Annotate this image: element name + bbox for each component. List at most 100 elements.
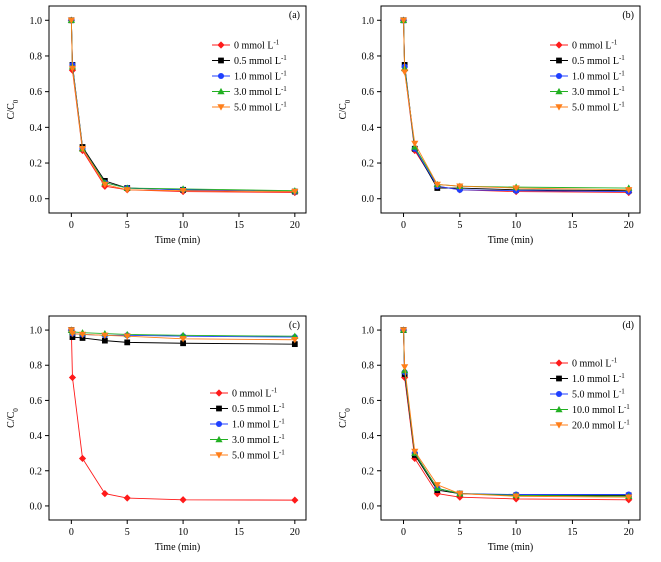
data-point [180,340,186,347]
chart-panel-a: 0 5 10 15 20 0.0 0.2 0.4 0.6 0.8 1.0 Time (min) C/C0… [6,5,307,246]
legend-marker [217,104,225,111]
y-tick-label: 1.0 [30,326,43,337]
series-4 [67,17,299,196]
data-point [401,364,409,371]
y-tick-label: 0.4 [30,123,43,134]
data-point [512,185,520,192]
data-point [411,140,419,148]
legend-marker [217,41,225,49]
x-tick-label: 20 [624,220,634,231]
data-point [179,496,187,504]
y-tick-label: 0.0 [30,194,43,205]
legend-marker [555,359,563,367]
x-tick-label: 5 [125,220,130,231]
data-point [101,332,109,339]
x-tick-label: 0 [69,527,74,538]
plot-frame [48,5,307,214]
legend-label: 1.0 mmol L-1 [234,70,287,83]
legend-label: 0.5 mmol L-1 [234,54,287,67]
panel-label: (c) [289,320,300,331]
legend-marker [556,375,562,382]
data-point [291,337,299,344]
legend-label: 3.0 mmol L-1 [232,433,285,446]
y-axis-title: C/C0 [6,408,20,428]
y-tick-label: 0.4 [362,123,375,134]
data-point [123,187,131,194]
y-tick-label: 0.0 [30,501,43,512]
data-point [433,181,441,189]
plot-frame [380,5,641,214]
x-tick-label: 0 [401,527,406,538]
legend-label: 1.0 mmol L-1 [572,372,625,385]
x-tick-label: 15 [234,220,244,231]
x-axis-title: Time (min) [155,235,200,246]
x-axis-title: Time (min) [488,542,533,553]
legend-label: 0 mmol L-1 [572,39,618,52]
legend-label: 10.0 mmol L-1 [572,403,630,416]
x-tick-label: 5 [457,527,462,538]
data-point [291,188,299,196]
data-point [78,454,87,463]
data-point [68,330,77,338]
data-point [456,183,464,190]
x-axis-title: Time (min) [155,542,200,553]
data-point [123,494,131,502]
legend-label: 3.0 mmol L-1 [572,85,625,98]
y-tick-label: 0.6 [362,396,375,407]
legend: 0 mmol L-1 0.5 mmol L-1 1.0 mmol L-1 3.0 mm… [210,387,285,462]
data-point [401,69,409,76]
y-tick-label: 0.4 [30,431,43,442]
series-4 [399,17,633,194]
x-tick-label: 15 [567,220,577,231]
data-point [456,490,464,498]
legend-marker [215,435,223,443]
x-tick-label: 10 [511,527,521,538]
data-point [179,187,187,195]
y-tick-label: 0.0 [362,501,375,512]
legend-marker [555,405,563,413]
y-tick-label: 0.8 [362,51,375,62]
y-tick-label: 0.2 [30,159,43,170]
legend-label: 1.0 mmol L-1 [572,70,625,83]
data-point [78,146,87,153]
plot-frame [48,315,307,521]
y-axis-title: C/C0 [338,408,352,428]
x-axis-title: Time (min) [488,235,533,246]
data-point [291,341,298,348]
legend-marker [556,57,562,64]
legend-marker [555,422,563,429]
legend-label: 3.0 mmol L-1 [234,85,287,98]
data-point [68,373,77,382]
legend-label: 0 mmol L-1 [572,357,618,370]
data-point [101,181,109,189]
x-tick-label: 20 [290,527,300,538]
legend-label: 1.0 mmol L-1 [232,418,285,431]
x-tick-label: 0 [401,220,406,231]
legend: 0 mmol L-1 0.5 mmol L-1 1.0 mmol L-1 3.0 mm… [550,39,625,114]
data-point [512,493,520,500]
data-point [68,65,77,73]
data-point [179,336,187,343]
x-tick-label: 15 [567,527,577,538]
data-point [625,494,633,501]
y-axis-title: C/C0 [338,99,352,119]
legend-label: 0 mmol L-1 [232,387,278,400]
legend-marker [215,420,223,428]
legend-label: 0.5 mmol L-1 [572,54,625,67]
legend-label: 20.0 mmol L-1 [572,419,630,432]
data-point [101,337,108,344]
legend-marker [218,57,224,64]
y-tick-label: 0.6 [30,396,43,407]
data-point [411,454,419,463]
x-tick-label: 0 [69,220,74,231]
legend-marker [555,41,563,49]
legend-marker [215,452,223,459]
y-tick-label: 1.0 [362,16,375,27]
y-tick-label: 1.0 [362,326,375,337]
x-tick-label: 15 [234,527,244,538]
chart-panel-b: 0 5 10 15 20 0.0 0.2 0.4 0.6 0.8 1.0 Time (min) C/C0… [338,5,641,246]
data-point [291,496,299,504]
y-tick-label: 0.4 [362,431,375,442]
data-point [433,490,441,498]
